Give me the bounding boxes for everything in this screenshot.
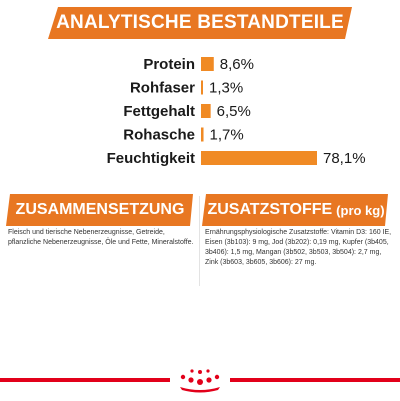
bar-value-label: 1,3% <box>209 80 243 97</box>
composition-title: ZUSAMMENSETZUNG <box>8 194 192 226</box>
bar <box>201 104 211 118</box>
composition-line: pflanzliche Nebenerzeugnisse, Öle und Fe… <box>8 239 194 246</box>
additives-line: Ernährungsphysiologische Zusatzstoffe: V… <box>205 229 392 236</box>
page-title: ANALYTISCHE BESTANDTEILE <box>46 7 354 39</box>
additives-line: Eisen (3b103): 9 mg, Jod (3b202): 0,19 m… <box>205 239 389 246</box>
bar-category-label: Protein <box>143 56 195 73</box>
bar-category-label: Rohasche <box>123 127 195 144</box>
bar <box>201 57 214 71</box>
bar-value-label: 8,6% <box>220 56 254 73</box>
composition-banner-shape <box>6 194 193 226</box>
title-banner-shape <box>48 7 352 39</box>
bar <box>201 151 317 165</box>
composition-title-text: ZUSAMMENSETZUNG <box>15 201 185 218</box>
section-divider <box>199 196 200 286</box>
logo <box>170 360 230 396</box>
additives-banner-shape <box>202 194 388 226</box>
bar-category-label: Feuchtigkeit <box>107 150 195 167</box>
bar-category-label: Rohfaser <box>130 80 195 97</box>
bar-value-label: 78,1% <box>323 150 366 167</box>
additives-title-unit: (pro kg) <box>336 202 385 218</box>
bar <box>201 127 204 142</box>
composition-text: Fleisch und tierische Nebenerzeugnisse, … <box>8 228 196 248</box>
additives-line: Zink (3b603, 3b605, 3b606): 27 mg. <box>205 259 317 266</box>
bar <box>201 80 203 95</box>
additives-title: ZUSATZSTOFFE (pro kg) <box>204 194 388 226</box>
crown-logo-icon <box>180 369 220 393</box>
bar-category-label: Fettgehalt <box>123 103 195 120</box>
additives-line: 3b406): 1,5 mg, Mangan (3b502, 3b503, 3b… <box>205 249 382 256</box>
composition-line: Fleisch und tierische Nebenerzeugnisse, … <box>8 229 165 236</box>
bar-value-label: 6,5% <box>217 103 251 120</box>
additives-text: Ernährungsphysiologische Zusatzstoffe: V… <box>205 228 395 268</box>
page-title-text: ANALYTISCHE BESTANDTEILE <box>56 12 344 33</box>
bar-value-label: 1,7% <box>210 127 244 144</box>
additives-title-text: ZUSATZSTOFFE <box>207 201 333 218</box>
